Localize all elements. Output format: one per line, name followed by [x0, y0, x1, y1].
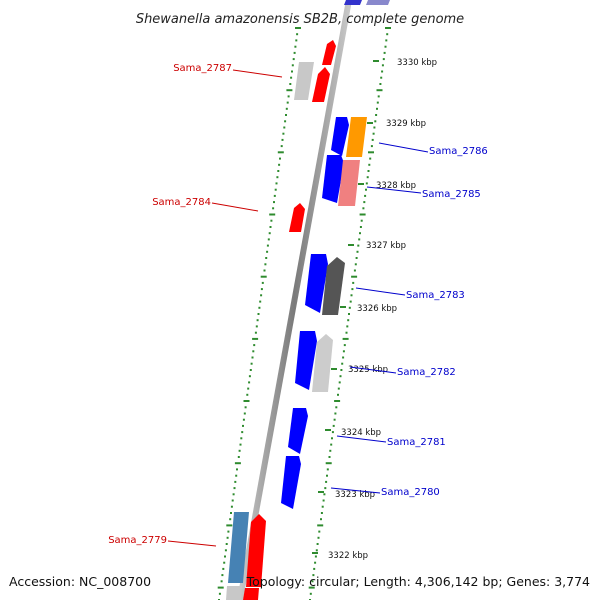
kbp-label: 3322 kbp — [328, 551, 368, 561]
gene-label-sama-2781: Sama_2781 — [387, 437, 446, 448]
gene-feature — [226, 586, 242, 600]
leader-line — [232, 69, 283, 78]
gene-feature — [288, 408, 308, 454]
gene-feature — [294, 62, 314, 100]
leader-line — [211, 202, 259, 212]
gene-feature — [243, 588, 259, 600]
leader-line — [349, 366, 397, 374]
gene-feature — [344, 0, 362, 5]
genome-summary: Topology: circular; Length: 4,306,142 bp… — [246, 574, 590, 589]
gene-feature — [295, 331, 317, 390]
leader-line — [355, 287, 406, 296]
gene-label-sama-2784: Sama_2784 — [152, 197, 211, 208]
tick-rails — [217, 27, 391, 600]
gene-feature — [281, 456, 301, 509]
leader-line — [378, 142, 429, 153]
gene-feature — [322, 155, 344, 203]
gene-feature — [246, 514, 266, 587]
gene-label-sama-2787: Sama_2787 — [173, 63, 232, 74]
position-scale: 3330 kbp 3329 kbp 3328 kbp 3327 kbp 3326… — [312, 58, 437, 561]
gene-feature — [305, 254, 328, 313]
leader-line — [330, 487, 381, 494]
kbp-label: 3323 kbp — [335, 490, 375, 500]
accession-label: Accession: NC_008700 — [9, 574, 151, 589]
gene-feature — [312, 334, 333, 392]
gene-label-sama-2786: Sama_2786 — [429, 146, 488, 157]
gene-feature — [338, 160, 360, 206]
genome-backbone — [237, 0, 352, 600]
gene-feature — [322, 257, 345, 315]
kbp-label: 3327 kbp — [366, 241, 406, 251]
kbp-label: 3328 kbp — [376, 181, 416, 191]
leader-line — [366, 186, 422, 194]
gene-feature — [366, 0, 390, 5]
gene-label-sama-2779: Sama_2779 — [108, 535, 167, 546]
kbp-label: 3324 kbp — [341, 428, 381, 438]
map-title: Shewanella amazonensis SB2B, complete ge… — [136, 12, 464, 27]
gene-feature — [331, 117, 349, 156]
gene-feature — [312, 67, 330, 102]
leader-line — [336, 435, 387, 443]
gene-feature — [228, 512, 249, 583]
kbp-label: 3329 kbp — [386, 119, 426, 129]
gene-features — [226, 0, 390, 600]
kbp-label: 3326 kbp — [357, 304, 397, 314]
leader-line — [167, 540, 217, 547]
gene-label-sama-2780: Sama_2780 — [381, 487, 440, 498]
kbp-label: 3325 kbp — [348, 365, 388, 375]
gene-label-sama-2785: Sama_2785 — [422, 189, 481, 200]
gene-label-sama-2783: Sama_2783 — [406, 290, 465, 301]
kbp-label: 3330 kbp — [397, 58, 437, 68]
gene-label-sama-2782: Sama_2782 — [397, 367, 456, 378]
gene-labels: Sama_2787 Sama_2786 Sama_2785 Sama_2784 … — [108, 63, 488, 547]
gene-feature — [346, 117, 367, 157]
gene-feature — [289, 203, 305, 232]
gene-feature — [322, 40, 336, 65]
